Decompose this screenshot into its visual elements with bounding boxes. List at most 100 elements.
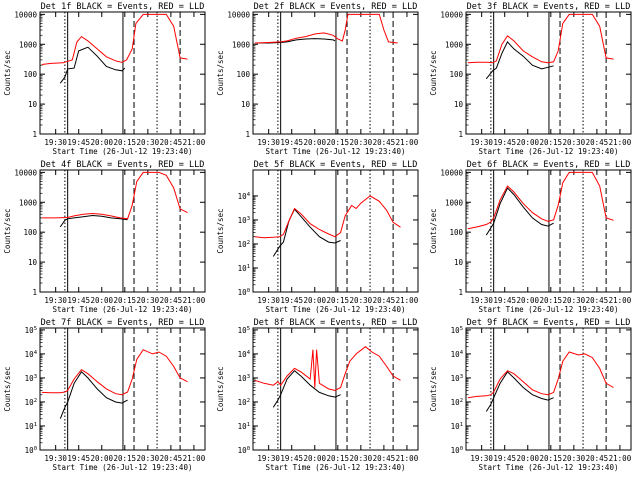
panel-9: Det 9f BLACK = Events, RED = LLD 100 101 10… — [429, 318, 632, 472]
series-events — [59, 371, 128, 419]
x-tick-label: 20:30 — [350, 138, 373, 147]
x-tick-label: 19:45 — [67, 454, 90, 463]
x-tick-label: 20:30 — [563, 138, 586, 147]
y-tick-label: 100 — [451, 446, 463, 455]
x-axis-label: Start Time (26-Jul-12 19:23:40) — [53, 463, 193, 472]
x-tick-label: 19:45 — [280, 138, 303, 147]
panel-title: Det 3f BLACK = Events, RED = LLD — [467, 2, 631, 12]
y-tick-label: 100 — [23, 70, 37, 79]
series-lld — [254, 346, 401, 392]
x-tick-label: 20:15 — [540, 454, 563, 463]
x-tick-label: 20:00 — [516, 138, 539, 147]
y-tick-label: 105 — [25, 326, 37, 335]
x-tick-label: 19:30 — [44, 138, 67, 147]
y-tick-label: 101 — [238, 422, 250, 431]
x-tick-label: 21:00 — [183, 296, 206, 305]
x-tick-label: 20:00 — [90, 454, 113, 463]
panel-title: Det 2f BLACK = Events, RED = LLD — [254, 2, 418, 12]
y-tick-label: 1000 — [232, 40, 251, 49]
panel-title: Det 9f BLACK = Events, RED = LLD — [467, 318, 631, 328]
series-lld — [254, 195, 401, 239]
y-axis-label: Counts/sec — [429, 366, 438, 411]
y-tick-label: 104 — [25, 350, 38, 359]
x-tick-label: 19:45 — [493, 138, 516, 147]
x-tick-label: 20:15 — [327, 138, 350, 147]
y-tick-label: 102 — [238, 240, 250, 249]
y-tick-label: 103 — [451, 374, 463, 383]
x-tick-label: 21:00 — [183, 138, 206, 147]
panel-7: Det 7f BLACK = Events, RED = LLD 100 101 10… — [3, 318, 206, 472]
x-tick-label: 20:45 — [160, 296, 183, 305]
series-lld — [254, 13, 398, 44]
x-tick-label: 20:00 — [516, 296, 539, 305]
y-tick-label: 100 — [236, 70, 250, 79]
x-tick-label: 19:45 — [280, 296, 303, 305]
y-axis-label: Counts/sec — [216, 50, 225, 95]
y-tick-label: 101 — [238, 264, 250, 273]
panel-title: Det 7f BLACK = Events, RED = LLD — [41, 318, 205, 328]
y-tick-label: 1000 — [19, 40, 38, 49]
y-tick-label: 1 — [458, 130, 463, 139]
y-tick-label: 1 — [458, 288, 463, 297]
x-tick-label: 20:15 — [327, 454, 350, 463]
x-axis-label: Start Time (26-Jul-12 19:23:40) — [479, 147, 619, 156]
x-tick-label: 20:45 — [373, 138, 396, 147]
x-tick-label: 20:00 — [303, 138, 326, 147]
x-tick-label: 19:30 — [44, 296, 67, 305]
y-tick-label: 100 — [25, 446, 37, 455]
y-tick-label: 100 — [449, 228, 463, 237]
y-tick-label: 10 — [28, 100, 38, 109]
x-tick-label: 20:15 — [114, 138, 137, 147]
y-axis-label: Counts/sec — [3, 208, 12, 253]
x-tick-label: 19:45 — [493, 296, 516, 305]
y-tick-label: 10000 — [14, 168, 37, 177]
y-axis-label: Counts/sec — [429, 208, 438, 253]
y-tick-label: 100 — [238, 288, 250, 297]
x-axis-label: Start Time (26-Jul-12 19:23:40) — [479, 463, 619, 472]
x-tick-label: 19:45 — [280, 454, 303, 463]
y-tick-label: 104 — [238, 350, 251, 359]
y-tick-label: 1000 — [445, 40, 464, 49]
y-tick-label: 1 — [32, 130, 37, 139]
panel-1: Det 1f BLACK = Events, RED = LLD 1 10 100 10… — [3, 2, 206, 156]
x-tick-label: 19:30 — [470, 454, 493, 463]
x-tick-label: 20:00 — [303, 296, 326, 305]
y-tick-label: 10000 — [440, 168, 463, 177]
x-tick-label: 21:00 — [609, 138, 632, 147]
y-axis-label: Counts/sec — [216, 208, 225, 253]
x-tick-label: 20:00 — [516, 454, 539, 463]
x-tick-label: 20:45 — [373, 454, 396, 463]
x-tick-label: 20:15 — [114, 454, 137, 463]
x-tick-label: 19:45 — [67, 296, 90, 305]
y-tick-label: 10000 — [14, 10, 37, 19]
y-tick-label: 103 — [238, 374, 250, 383]
series-events — [485, 371, 554, 412]
y-tick-label: 10 — [241, 100, 251, 109]
series-events — [254, 38, 336, 44]
x-tick-label: 20:45 — [586, 296, 609, 305]
x-tick-label: 19:45 — [493, 454, 516, 463]
x-tick-label: 20:45 — [160, 138, 183, 147]
panel-title: Det 5f BLACK = Events, RED = LLD — [254, 160, 418, 170]
panel-title: Det 1f BLACK = Events, RED = LLD — [41, 2, 205, 12]
y-tick-label: 10 — [454, 100, 464, 109]
x-tick-label: 20:30 — [137, 454, 160, 463]
y-axis-label: Counts/sec — [216, 366, 225, 411]
x-tick-label: 19:30 — [470, 138, 493, 147]
y-axis-label: Counts/sec — [3, 366, 12, 411]
x-tick-label: 21:00 — [396, 454, 419, 463]
x-tick-label: 19:30 — [257, 454, 280, 463]
y-tick-label: 10000 — [440, 10, 463, 19]
y-tick-label: 101 — [25, 422, 37, 431]
series-lld — [467, 351, 614, 399]
series-lld — [467, 13, 614, 64]
y-tick-label: 100 — [23, 228, 37, 237]
series-lld — [41, 171, 188, 220]
x-tick-label: 19:30 — [257, 296, 280, 305]
x-tick-label: 20:45 — [160, 454, 183, 463]
panel-title: Det 6f BLACK = Events, RED = LLD — [467, 160, 631, 170]
y-tick-label: 101 — [451, 422, 463, 431]
x-tick-label: 20:30 — [350, 454, 373, 463]
x-tick-label: 20:15 — [327, 296, 350, 305]
